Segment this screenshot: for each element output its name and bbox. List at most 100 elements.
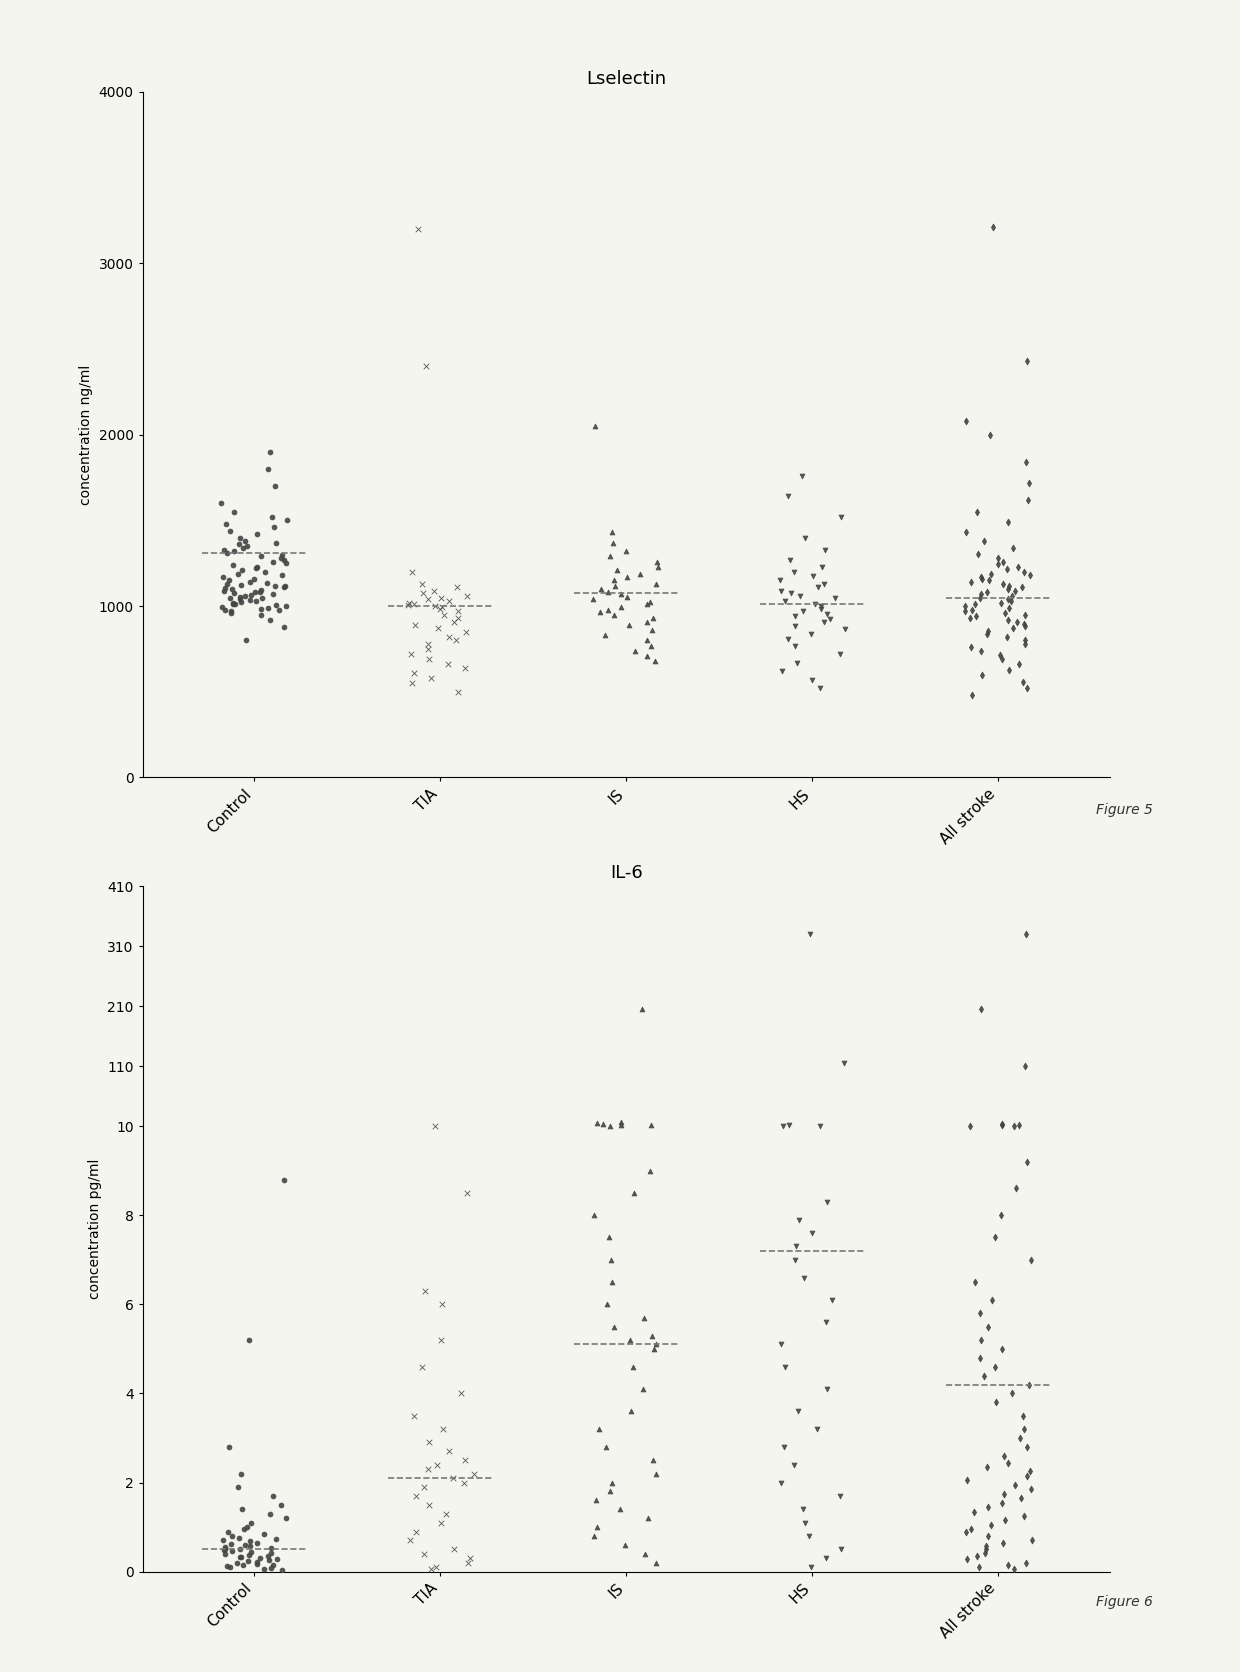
Point [247,1550,267,1577]
Point [267,1547,286,1573]
Point [598,597,618,624]
Point [234,528,254,555]
Point [988,550,1008,577]
Point [241,1510,260,1537]
Point [786,1232,806,1259]
Point [816,1545,836,1572]
Point [813,609,833,635]
Point [625,637,645,664]
Point [794,1264,813,1291]
Point [961,1517,981,1543]
Point [961,634,981,660]
Point [211,490,231,517]
Point [1021,1458,1040,1485]
Point [454,1470,474,1496]
Point [398,592,418,619]
Point [831,1483,851,1510]
Point [957,1466,977,1493]
Point [632,997,652,1023]
Point [213,537,233,563]
Point [221,517,241,543]
Point [252,577,272,604]
Point [611,594,631,620]
Point [436,1500,456,1527]
Point [1002,582,1022,609]
Point [820,605,839,632]
Point [647,553,667,580]
Point [221,599,241,625]
Point [779,1112,799,1139]
Point [414,1540,434,1567]
Point [805,590,825,617]
Point [1011,1425,1030,1451]
Point [807,1416,827,1443]
Point [957,1547,977,1573]
Point [967,498,987,525]
Point [255,558,275,585]
Point [792,1496,812,1523]
Point [993,1443,1013,1470]
Point [985,1353,1004,1379]
Point [275,573,295,600]
Point [224,498,244,525]
Point [432,1326,451,1353]
Point [641,632,661,659]
Point [233,1552,253,1578]
Point [1009,1112,1029,1139]
Point [587,1110,606,1137]
Point [977,579,997,605]
Point [432,594,451,620]
Point [970,1344,990,1371]
Point [622,1353,642,1379]
Point [239,1533,259,1560]
Point [977,1453,997,1480]
Point [264,513,284,540]
Point [242,582,262,609]
Point [275,592,295,619]
Point [646,570,666,597]
Point [770,567,790,594]
Point [216,1535,236,1562]
Point [274,1165,294,1192]
Point [777,483,797,510]
Point [618,563,637,590]
Point [601,1470,621,1496]
Point [977,1533,997,1560]
Point [1022,1476,1042,1503]
Point [272,562,291,589]
Point [277,507,296,533]
Point [831,1537,851,1563]
Point [433,1416,453,1443]
Point [968,1553,988,1580]
Point [790,582,810,609]
Point [973,1363,993,1389]
Point [610,1496,630,1523]
Point [637,590,657,617]
Point [642,1323,662,1349]
Point [774,1433,794,1460]
Point [212,594,232,620]
Point [263,548,283,575]
Point [794,599,813,625]
Point [981,560,1001,587]
Point [1017,1433,1037,1460]
Point [981,1511,1001,1538]
Point [221,584,241,610]
Point [800,921,820,948]
Point [977,620,997,647]
Point [241,1538,260,1565]
Point [996,600,1016,627]
Point [801,1553,821,1580]
Point [449,599,469,625]
Point [264,1552,284,1578]
Point [455,1446,475,1473]
Point [646,1460,666,1486]
Point [231,572,250,599]
Point [815,537,835,563]
Point [237,1513,257,1540]
Point [961,597,981,624]
Point [239,587,259,614]
Point [640,589,660,615]
Point [825,585,844,612]
Point [972,565,992,592]
